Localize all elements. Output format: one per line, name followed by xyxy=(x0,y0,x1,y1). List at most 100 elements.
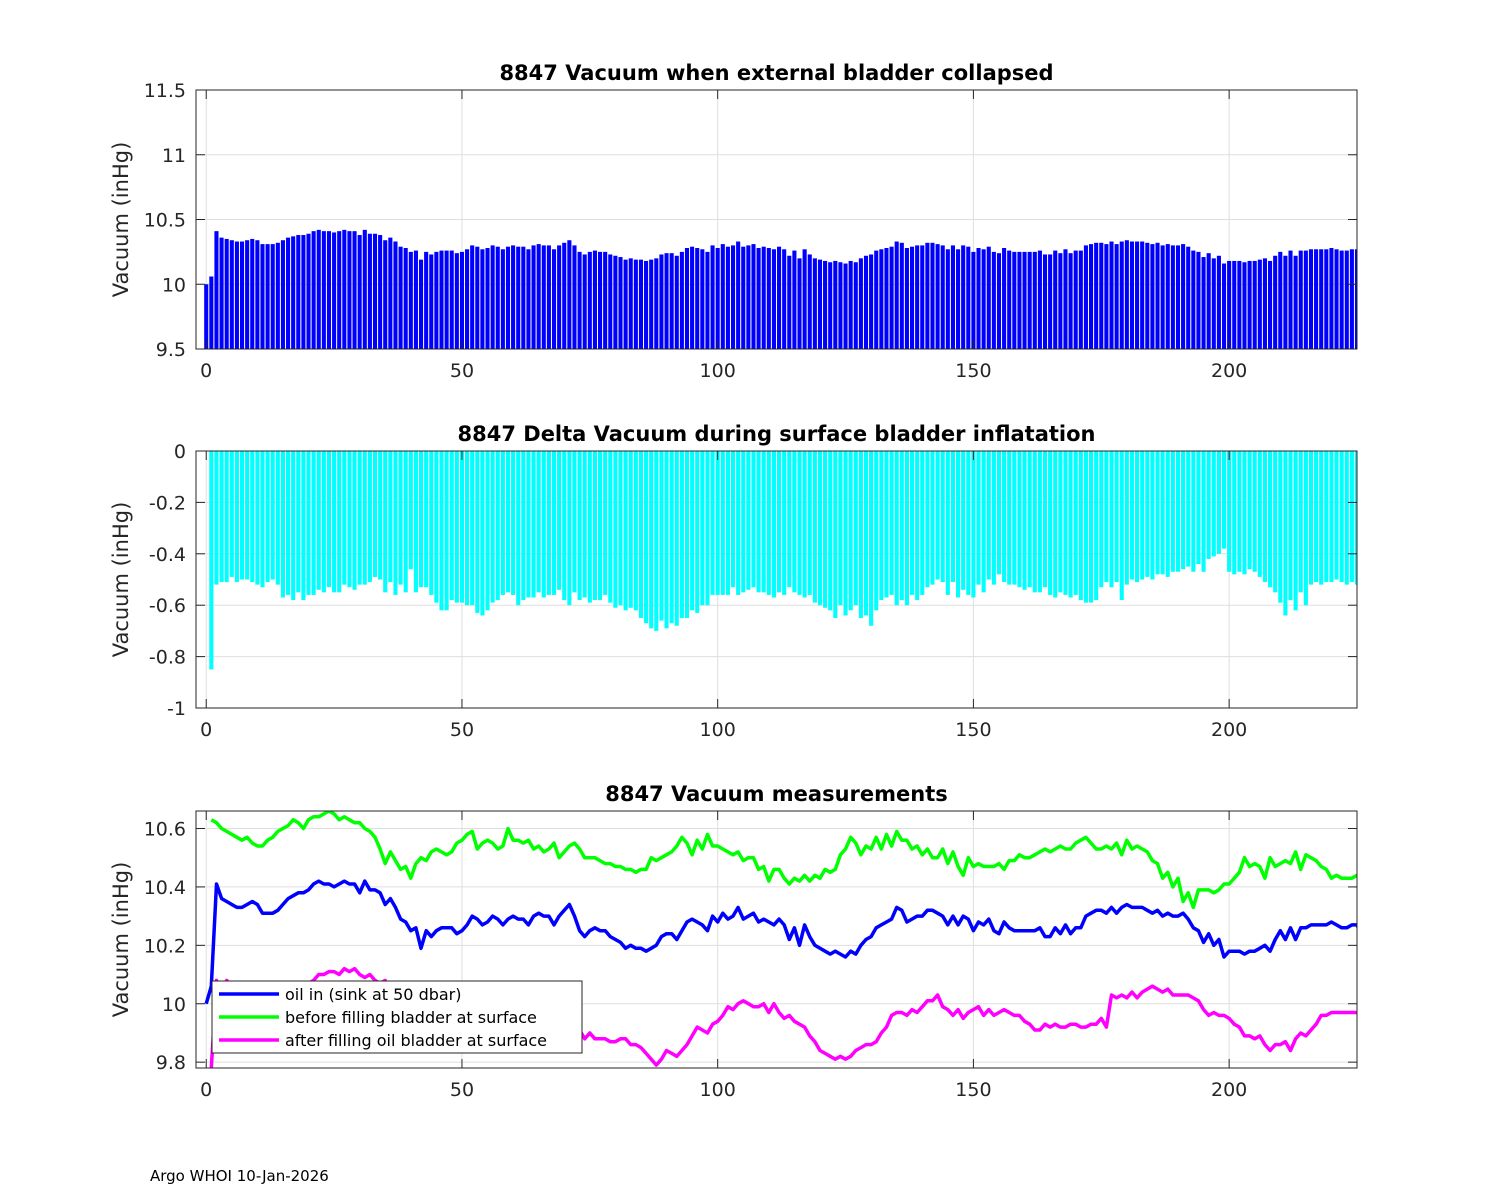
legend-label: after filling oil bladder at surface xyxy=(285,1031,547,1050)
bar xyxy=(413,451,418,593)
bar xyxy=(362,451,367,585)
bar xyxy=(1022,451,1027,590)
bar xyxy=(766,451,771,595)
bar xyxy=(383,451,388,593)
x-tick-label: 150 xyxy=(955,1079,991,1101)
bar xyxy=(1303,250,1308,349)
bar xyxy=(884,451,889,598)
bar xyxy=(1083,245,1088,349)
bar xyxy=(1354,249,1357,349)
bar xyxy=(1349,451,1354,583)
bar xyxy=(690,451,695,611)
bar xyxy=(766,247,771,349)
bar xyxy=(475,451,480,613)
bar xyxy=(710,451,715,595)
bar xyxy=(398,246,403,349)
bar xyxy=(332,232,337,349)
bar xyxy=(1201,451,1206,572)
bar xyxy=(526,249,531,349)
bar xyxy=(771,451,776,598)
bar xyxy=(930,451,935,585)
bar xyxy=(1227,451,1232,572)
y-tick-label: 10.5 xyxy=(144,210,186,232)
bar xyxy=(536,451,541,593)
bar xyxy=(551,249,557,349)
bar xyxy=(1227,260,1232,349)
bar xyxy=(1063,249,1068,349)
bar xyxy=(1155,451,1160,575)
bar xyxy=(613,255,618,349)
bar xyxy=(1160,451,1165,575)
chart-title: 8847 Vacuum measurements xyxy=(605,782,948,806)
bar xyxy=(1375,451,1379,574)
bar xyxy=(1181,244,1186,349)
bar xyxy=(572,451,577,593)
bar xyxy=(459,451,465,603)
bar xyxy=(1314,451,1319,583)
legend-label: before filling bladder at surface xyxy=(285,1008,537,1027)
bar xyxy=(1058,253,1063,349)
bar xyxy=(291,236,296,349)
bar xyxy=(1262,451,1267,583)
bar xyxy=(1298,451,1303,593)
bar xyxy=(654,451,659,631)
bar xyxy=(280,451,285,598)
bar xyxy=(1002,247,1007,349)
bar xyxy=(736,451,741,595)
bar xyxy=(306,451,311,595)
bar xyxy=(669,253,674,349)
bar xyxy=(1406,451,1410,569)
bar xyxy=(679,451,684,619)
bar xyxy=(531,451,536,598)
bar xyxy=(945,249,950,349)
bar xyxy=(286,451,291,595)
bar xyxy=(1099,451,1104,588)
bar xyxy=(598,251,603,349)
bar xyxy=(393,451,398,595)
bar xyxy=(1411,451,1415,582)
bar xyxy=(1124,451,1129,585)
bar xyxy=(316,451,321,590)
bar xyxy=(378,235,383,349)
footer-credit: Argo WHOI 10-Jan-2026 xyxy=(150,1167,329,1185)
bar xyxy=(920,245,925,349)
axes-box xyxy=(195,810,1358,1069)
bar xyxy=(950,245,955,349)
bar xyxy=(357,235,362,349)
bar xyxy=(1053,451,1058,598)
bar xyxy=(214,451,219,585)
bar xyxy=(812,258,817,349)
bar xyxy=(940,451,945,583)
bar xyxy=(219,451,224,583)
y-tick-label: 0 xyxy=(174,441,186,463)
bar xyxy=(787,255,792,349)
bar xyxy=(459,251,465,349)
bar xyxy=(1140,241,1145,349)
bar xyxy=(705,251,710,349)
bar xyxy=(480,249,485,349)
bar xyxy=(378,451,383,580)
series-line-1 xyxy=(204,879,1357,1005)
bar xyxy=(209,451,214,670)
bar xyxy=(1186,451,1191,567)
bar xyxy=(741,246,746,349)
bar xyxy=(664,451,669,629)
bar xyxy=(761,451,766,593)
x-tick-label: 50 xyxy=(450,719,474,741)
bar xyxy=(454,451,459,603)
bar xyxy=(1048,451,1053,595)
bar xyxy=(1165,244,1170,349)
bar xyxy=(352,231,357,349)
bar xyxy=(843,263,848,349)
bar xyxy=(746,451,751,590)
bar xyxy=(1334,451,1339,580)
bar xyxy=(1406,261,1410,349)
bar xyxy=(1262,258,1267,349)
bar xyxy=(1140,451,1145,580)
bar xyxy=(700,249,705,349)
bar xyxy=(863,451,869,616)
bar xyxy=(751,244,756,349)
bar xyxy=(1150,451,1155,580)
bar xyxy=(1007,250,1012,349)
bar xyxy=(209,276,214,349)
